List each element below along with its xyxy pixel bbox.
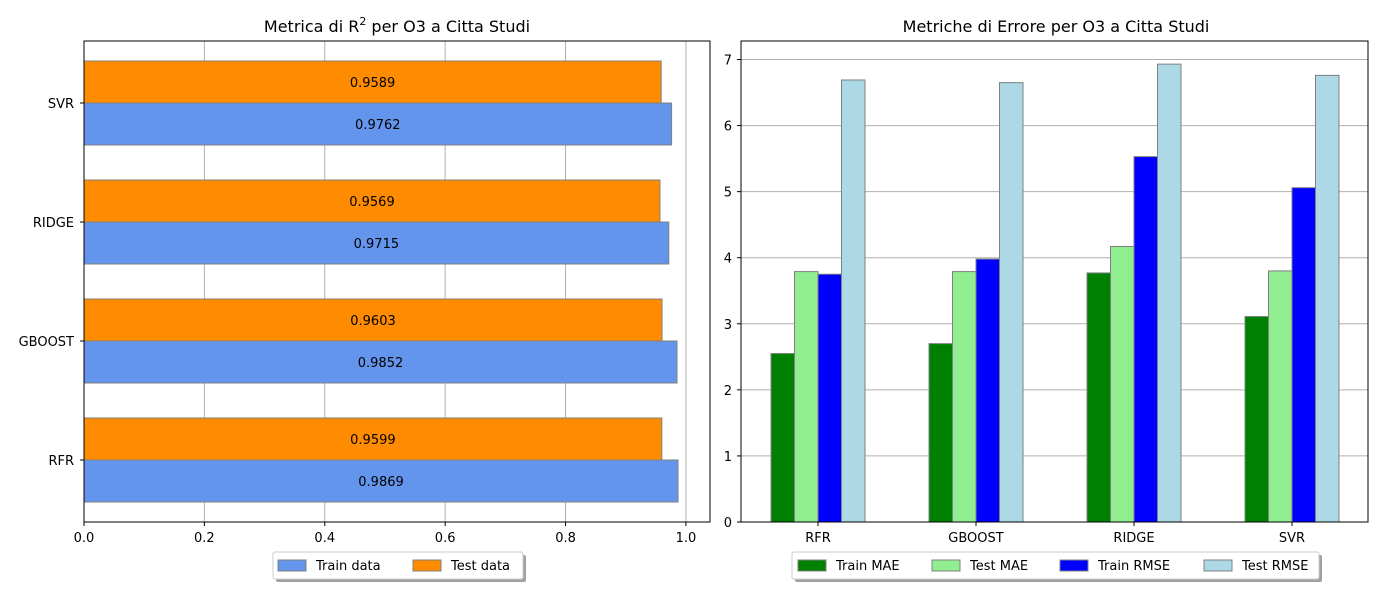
r2-bar-chart: 0.9869 0.9599 RFR 0.9852 0.9603 GBOOST 0.9715 0… bbox=[19, 40, 711, 582]
bar-test-rmse-ridge bbox=[1157, 63, 1182, 523]
x-tick-label: SVR bbox=[1279, 531, 1305, 546]
error-chart-title: Metriche di Errore per O3 a Citta Studi bbox=[903, 17, 1210, 36]
error-bar-chart: RFR GBOOST RIDGE SVR 0 1 2 3 4 5 6 7 Train MAE Test M… bbox=[724, 40, 1369, 582]
y-tick-label: 0 bbox=[724, 516, 732, 531]
bar-test-mae-ridge bbox=[1110, 245, 1135, 523]
data-label: 0.9603 bbox=[350, 314, 396, 329]
legend-swatch-train-rmse bbox=[1059, 559, 1089, 572]
legend-swatch-test-data bbox=[412, 559, 442, 572]
x-tick-label: 1.0 bbox=[676, 531, 697, 546]
data-label: 0.9599 bbox=[350, 433, 396, 448]
legend-swatch-train-data bbox=[277, 559, 307, 572]
bar-train-rmse-rfr bbox=[817, 273, 842, 523]
legend-label-test-data: Test data bbox=[450, 559, 510, 574]
x-tick-label: 0.0 bbox=[74, 531, 95, 546]
bar-test-data-svr bbox=[83, 60, 662, 104]
x-tick-label: 0.4 bbox=[314, 531, 335, 546]
bar-test-mae-rfr bbox=[794, 271, 819, 523]
data-label: 0.9762 bbox=[355, 118, 401, 133]
bar-train-rmse-svr bbox=[1291, 187, 1316, 523]
bar-test-data-ridge bbox=[83, 179, 661, 223]
x-tick-label: 0.2 bbox=[194, 531, 215, 546]
legend-swatch-test-rmse bbox=[1203, 559, 1233, 572]
data-label: 0.9715 bbox=[354, 237, 400, 252]
bar-train-rmse-gboost bbox=[975, 258, 1000, 523]
bar-test-rmse-svr bbox=[1315, 74, 1340, 523]
y-tick-label: 6 bbox=[724, 120, 732, 135]
legend-label-train-mae: Train MAE bbox=[835, 559, 900, 574]
x-tick-label: GBOOST bbox=[948, 531, 1003, 546]
y-tick-label: SVR bbox=[48, 97, 74, 112]
y-tick-label: 5 bbox=[724, 186, 732, 201]
bar-test-rmse-rfr bbox=[841, 79, 866, 523]
bar-test-mae-svr bbox=[1268, 270, 1293, 523]
y-tick-label: 2 bbox=[724, 384, 732, 399]
y-tick-label: RFR bbox=[48, 454, 74, 469]
data-label: 0.9589 bbox=[350, 76, 396, 91]
bar-train-mae-rfr bbox=[770, 353, 795, 523]
legend-label-test-mae: Test MAE bbox=[969, 559, 1028, 574]
bar-test-rmse-gboost bbox=[999, 82, 1024, 523]
y-tick-label: 3 bbox=[724, 318, 732, 333]
x-tick-label: RFR bbox=[805, 531, 831, 546]
legend-label-test-rmse: Test RMSE bbox=[1241, 559, 1308, 574]
x-tick-label: 0.8 bbox=[555, 531, 576, 546]
r2-chart-title: Metrica di R2 per O3 a Citta Studi bbox=[264, 15, 530, 36]
y-tick-label: 4 bbox=[724, 252, 732, 267]
x-tick-label: 0.6 bbox=[435, 531, 456, 546]
bar-train-mae-gboost bbox=[928, 343, 953, 523]
data-label: 0.9852 bbox=[358, 356, 404, 371]
bar-train-mae-svr bbox=[1244, 316, 1269, 523]
y-tick-label: 7 bbox=[724, 54, 732, 69]
legend-label-train-data: Train data bbox=[315, 559, 381, 574]
plot-frame bbox=[740, 40, 1369, 523]
plot-frame bbox=[83, 40, 711, 523]
legend-box bbox=[272, 551, 524, 580]
legend-label-train-rmse: Train RMSE bbox=[1097, 559, 1170, 574]
bar-test-mae-gboost bbox=[952, 271, 977, 523]
data-label: 0.9569 bbox=[349, 195, 395, 210]
y-tick-label: GBOOST bbox=[19, 335, 74, 350]
bar-train-data-ridge bbox=[83, 221, 670, 265]
data-label: 0.9869 bbox=[358, 475, 404, 490]
legend-swatch-test-mae bbox=[931, 559, 961, 572]
y-tick-label: 1 bbox=[724, 450, 732, 465]
bar-train-data-gboost bbox=[83, 340, 678, 384]
legend-box bbox=[791, 551, 1320, 580]
bar-train-rmse-ridge bbox=[1133, 156, 1158, 523]
bar-train-mae-ridge bbox=[1086, 272, 1111, 523]
legend-swatch-train-mae bbox=[797, 559, 827, 572]
x-tick-label: RIDGE bbox=[1113, 531, 1154, 546]
bar-train-data-rfr bbox=[83, 459, 679, 503]
y-tick-label: RIDGE bbox=[33, 216, 74, 231]
